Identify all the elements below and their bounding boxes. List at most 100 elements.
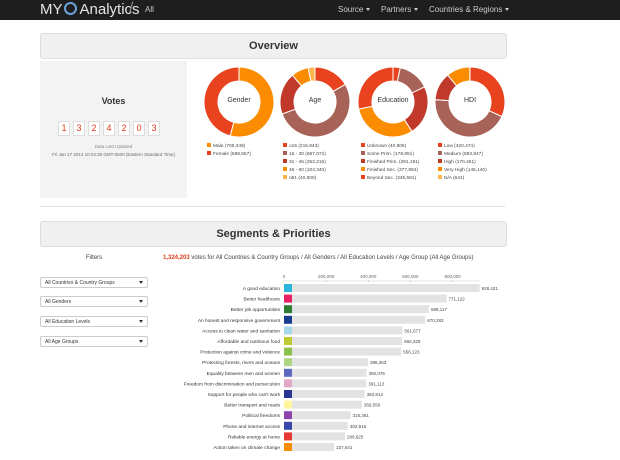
donut-slice[interactable] (203, 66, 240, 137)
legend-swatch (361, 151, 365, 155)
chevron-down-icon (505, 8, 510, 11)
bar-category-label: Freedom from discrimination and persecut… (184, 381, 281, 387)
bar-category-label: Equality between men and women (207, 371, 281, 377)
donut-slice[interactable] (307, 66, 316, 82)
vote-summary-count: 1,324,203 (163, 255, 190, 261)
donut-chart-gender (203, 66, 275, 138)
vote-summary-text: votes for All Countries & Country Groups… (191, 255, 474, 261)
chevron-down-icon (139, 281, 143, 284)
bar-color-marker (284, 390, 292, 398)
overview-title: Overview (249, 40, 298, 52)
bar[interactable] (292, 411, 351, 420)
bar-color-marker (284, 400, 292, 409)
legend-label: Beyond Sec. (345,591) (367, 176, 417, 181)
segments-header: Segments & Priorities (40, 221, 507, 247)
bar-value-label: 688,117 (431, 307, 447, 312)
legend-item: N/A (641) (438, 175, 487, 183)
bar[interactable] (292, 443, 335, 451)
legend-swatch (438, 159, 442, 163)
last-updated-label: Data Last Updated (94, 144, 133, 149)
legend-label: 16 - 30 (687,072) (289, 152, 326, 157)
bar[interactable] (292, 315, 426, 324)
legend-swatch (361, 143, 365, 147)
nav-partners-label: Partners (381, 5, 412, 14)
age-filter-select[interactable]: All Age Groups (40, 336, 148, 347)
breadcrumb-current[interactable]: All (145, 5, 154, 14)
segments-title: Segments & Priorities (216, 228, 331, 240)
nav-countries-dropdown[interactable]: Countries & Regions (429, 5, 510, 14)
education-filter-select[interactable]: All Education Levels (40, 316, 148, 327)
donut-chart-education (357, 66, 429, 138)
legend-item: Unknown (40,806) (361, 143, 420, 151)
brand-logo[interactable]: MY Analytics (40, 1, 140, 18)
nav-source-dropdown[interactable]: Source (338, 5, 371, 14)
nav-source-label: Source (338, 5, 364, 14)
bar-color-marker (284, 368, 292, 377)
bar-value-label: 392,076 (369, 371, 386, 376)
bar-value-label: 237,641 (336, 445, 353, 450)
bar[interactable] (292, 400, 362, 409)
bar-value-label: 289,625 (347, 434, 364, 439)
legend-label: 46 - 60 (104,340) (289, 168, 326, 173)
bar-color-marker (284, 432, 292, 441)
legend-item: Male (705,349) (207, 143, 251, 151)
divider (40, 206, 505, 207)
legend-swatch (438, 167, 442, 171)
bar[interactable] (292, 358, 368, 367)
bar[interactable] (292, 421, 348, 430)
chevron-down-icon (139, 340, 143, 343)
bar-value-label: 771,122 (449, 297, 466, 302)
gender-filter-select[interactable]: All Genders (40, 296, 148, 307)
legend-label: N/A (641) (444, 176, 465, 181)
vote-digit: 3 (148, 121, 160, 136)
bar-color-marker (284, 411, 292, 420)
donut-slice[interactable] (229, 66, 275, 138)
bar-category-label: Affordable and nutritious food (217, 339, 280, 345)
legend-item: Some Prim. (178,651) (361, 151, 420, 159)
bar-color-marker (284, 347, 292, 356)
legend-swatch (438, 143, 442, 147)
legend-swatch (283, 143, 287, 147)
legend-swatch (438, 151, 442, 155)
donut-label: HDI (463, 97, 477, 104)
bar[interactable] (292, 326, 403, 335)
legend-item: 16 - 30 (687,072) (283, 151, 326, 159)
legend-swatch (361, 175, 365, 179)
bar-color-marker (284, 305, 292, 314)
donut-slice[interactable] (281, 83, 351, 138)
bar[interactable] (292, 347, 402, 356)
bar-color-marker (284, 358, 292, 367)
breadcrumb-separator: / (129, 0, 134, 17)
bar-value-label: 928,421 (482, 286, 499, 291)
bar[interactable] (292, 432, 346, 441)
bar[interactable] (292, 294, 447, 303)
bar[interactable] (292, 305, 430, 314)
vote-digit: 0 (133, 121, 145, 136)
bar-color-marker (284, 315, 292, 324)
bar[interactable] (292, 379, 367, 388)
legend-item: Medium (583,947) (438, 151, 487, 159)
country-filter-select[interactable]: All Countries & Country Groups (40, 277, 148, 288)
bar[interactable] (292, 368, 367, 377)
legend-label: Finished Sec. (377,964) (367, 168, 418, 173)
bar-value-label: 369,559 (364, 403, 381, 408)
bar-category-label: An honest and responsive government (198, 318, 281, 324)
bar[interactable] (292, 337, 403, 345)
nav-partners-dropdown[interactable]: Partners (381, 5, 419, 14)
brand-prefix: MY (40, 1, 63, 18)
bar-value-label: 316,361 (353, 413, 370, 418)
bar-value-label: 670,283 (427, 318, 444, 323)
donut-legend: Unknown (40,806) Some Prim. (178,651) Fini… (361, 143, 420, 183)
bar[interactable] (292, 284, 480, 292)
donut-legend: u15 (215,943) 16 - 30 (687,072) 31 - 45 (2… (283, 143, 326, 183)
bar-category-label: Action taken on climate change (213, 445, 280, 451)
legend-swatch (283, 151, 287, 155)
bar-color-marker (284, 443, 292, 451)
chevron-down-icon (366, 8, 371, 11)
donut-slice[interactable] (357, 66, 394, 110)
filters-title: Filters (85, 255, 103, 261)
bar[interactable] (292, 390, 365, 398)
donut-hole (218, 81, 260, 123)
bar-category-label: Support for people who can't work (208, 392, 281, 398)
legend-item: Beyond Sec. (345,591) (361, 175, 420, 183)
